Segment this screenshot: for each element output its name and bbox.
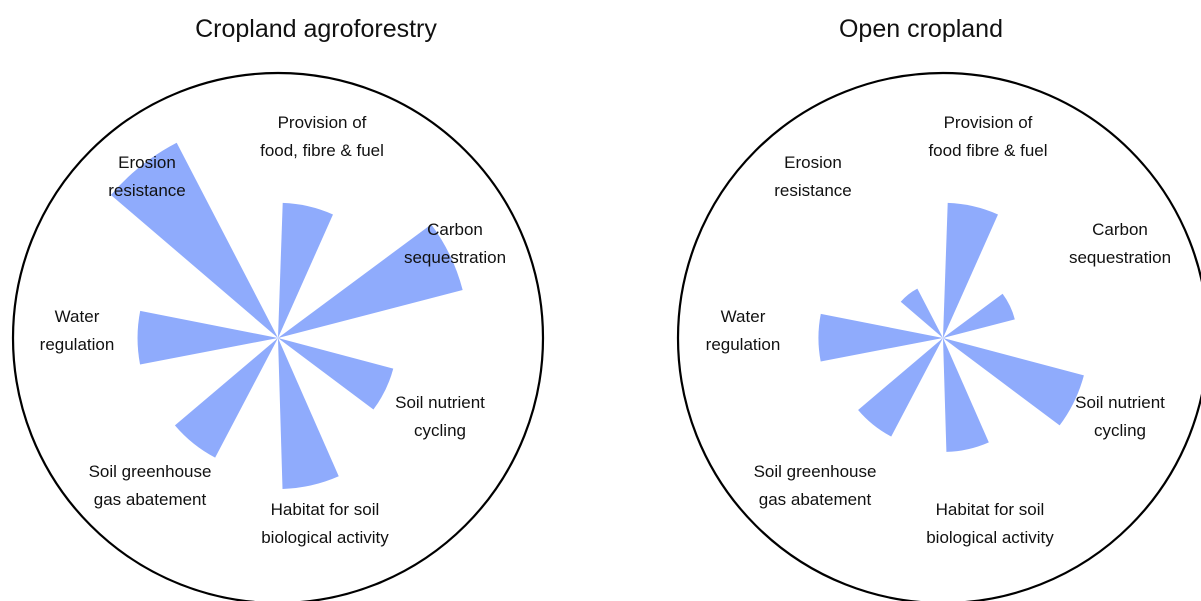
category-label: Carbon sequestration (1069, 220, 1171, 267)
label-line: cycling (414, 421, 466, 440)
category-label: Soil nutrient cycling (395, 393, 485, 440)
wedge (943, 338, 1084, 426)
label-line: Provision of (944, 113, 1033, 132)
label-line: biological activity (261, 528, 389, 547)
label-line: Erosion (784, 153, 842, 172)
label-line: Soil greenhouse (89, 462, 212, 481)
category-label: Erosion resistance (774, 153, 851, 200)
label-line: Habitat for soil (271, 500, 380, 519)
label-line: gas abatement (94, 490, 207, 509)
label-line: sequestration (404, 248, 506, 267)
label-line: resistance (774, 181, 851, 200)
label-line: Provision of (278, 113, 367, 132)
category-label: Water regulation (40, 307, 115, 354)
outer-circle (676, 71, 1201, 601)
label-line: Water (721, 307, 766, 326)
label-line: Soil nutrient (1075, 393, 1165, 412)
label-line: sequestration (1069, 248, 1171, 267)
wedge (278, 224, 463, 338)
wedge (858, 338, 943, 437)
wedge (174, 338, 278, 458)
label-line: Soil nutrient (395, 393, 485, 412)
category-label: Water regulation (706, 307, 781, 354)
wedge (818, 313, 943, 362)
category-label: Soil greenhouse gas abatement (754, 462, 877, 509)
wedge (943, 338, 989, 452)
wedge (278, 338, 339, 489)
label-line: cycling (1094, 421, 1146, 440)
label-line: gas abatement (759, 490, 872, 509)
category-label: Habitat for soil biological activity (926, 500, 1054, 547)
label-line: Erosion (118, 153, 176, 172)
category-label: Provision of food fibre & fuel (928, 113, 1047, 160)
category-label: Soil nutrient cycling (1075, 393, 1165, 440)
category-label: Provision of food, fibre & fuel (260, 113, 384, 160)
wedge (278, 338, 394, 410)
wedge (943, 293, 1015, 338)
wedge (278, 202, 333, 338)
chart-title: Cropland agroforestry (195, 15, 437, 43)
label-line: Carbon (1092, 220, 1148, 239)
outer-circle (11, 71, 545, 601)
wedge (943, 202, 998, 338)
category-label: Carbon sequestration (404, 220, 506, 267)
label-line: food fibre & fuel (928, 141, 1047, 160)
wedge (900, 288, 943, 338)
wedge (110, 142, 279, 338)
category-label: Erosion resistance (108, 153, 185, 200)
category-label: Soil greenhouse gas abatement (89, 462, 212, 509)
chart-title: Open cropland (839, 15, 1003, 43)
label-line: biological activity (926, 528, 1054, 547)
label-line: regulation (706, 335, 781, 354)
label-line: Habitat for soil (936, 500, 1045, 519)
category-label: Habitat for soil biological activity (261, 500, 389, 547)
label-line: resistance (108, 181, 185, 200)
label-line: Water (55, 307, 100, 326)
label-line: Soil greenhouse (754, 462, 877, 481)
label-line: regulation (40, 335, 115, 354)
wedge (137, 310, 278, 365)
label-line: food, fibre & fuel (260, 141, 384, 160)
label-line: Carbon (427, 220, 483, 239)
